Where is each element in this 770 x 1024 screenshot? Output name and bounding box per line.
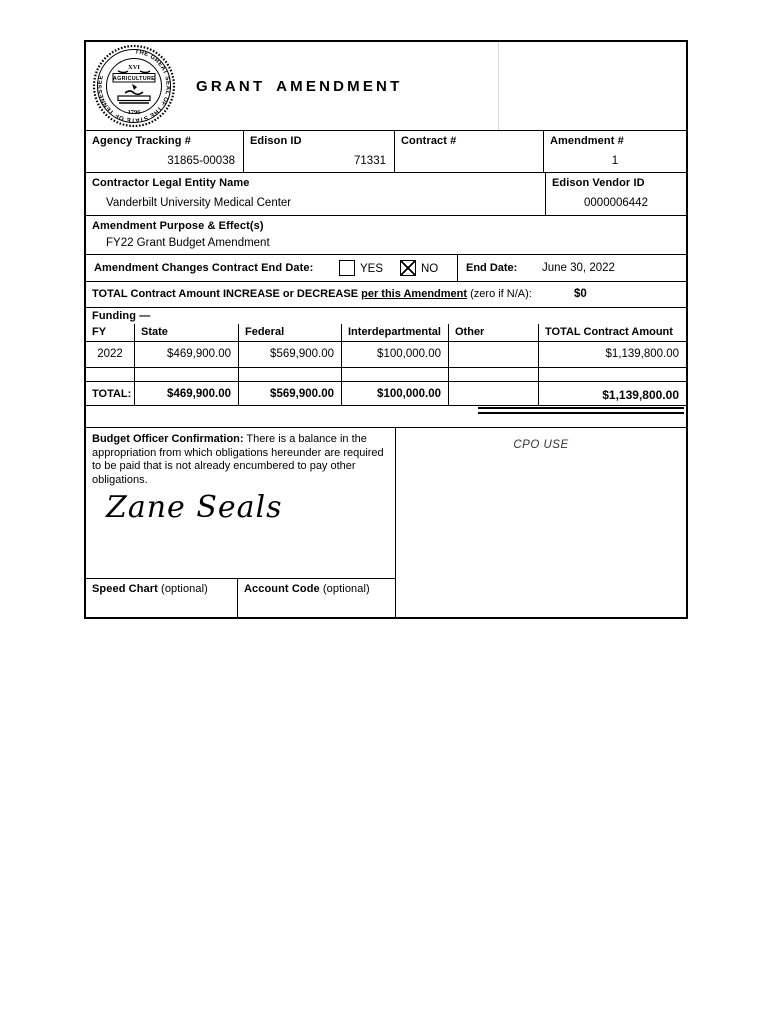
- budget-officer-column: Budget Officer Confirmation: There is a …: [86, 428, 395, 617]
- speed-chart-optional-note: (optional): [157, 583, 208, 595]
- account-code-cell[interactable]: Account Code (optional): [237, 579, 395, 617]
- contractor-label: Contractor Legal Entity Name: [92, 177, 250, 189]
- funding-col-federal: Federal: [238, 324, 341, 341]
- contractor-value[interactable]: Vanderbilt University Medical Center: [106, 197, 292, 209]
- contractor-cell: Contractor Legal Entity Name Vanderbilt …: [86, 173, 545, 215]
- scan-artifact-line: [498, 42, 499, 130]
- edison-id-value[interactable]: 71331: [354, 155, 386, 167]
- end-date-question-cell: Amendment Changes Contract End Date: YES…: [86, 255, 457, 281]
- contract-number-cell: Contract #: [394, 131, 543, 172]
- agency-tracking-cell: Agency Tracking # 31865-00038: [86, 131, 243, 172]
- yes-checkbox[interactable]: [339, 260, 355, 276]
- spacer-strip: [86, 405, 686, 427]
- edison-id-cell: Edison ID 71331: [243, 131, 394, 172]
- total-change-label-bold: TOTAL Contract Amount INCREASE or DECREA…: [92, 288, 362, 300]
- funding-table-header: FY State Federal Interdepartmental Other…: [86, 324, 686, 341]
- funding-row-2022: 2022 $469,900.00 $569,900.00 $100,000.00…: [86, 341, 686, 367]
- edison-vendor-value[interactable]: 0000006442: [584, 197, 648, 209]
- total-change-row: TOTAL Contract Amount INCREASE or DECREA…: [86, 281, 686, 307]
- funding-row-empty: [86, 367, 686, 381]
- speed-chart-cell[interactable]: Speed Chart (optional): [86, 579, 237, 617]
- tennessee-state-seal-icon: THE GREAT SEAL OF THE STATE OF TENNESSEE…: [92, 44, 176, 128]
- end-date-question-label: Amendment Changes Contract End Date:: [94, 262, 314, 274]
- signature-section: Budget Officer Confirmation: There is a …: [86, 427, 686, 617]
- cpo-use-cell: CPO USE: [395, 428, 686, 617]
- funding-total-federal: $569,900.00: [238, 382, 341, 405]
- amendment-number-cell: Amendment # 1: [543, 131, 686, 172]
- funding-total-amount: $1,139,800.00: [538, 382, 686, 405]
- no-checkbox-label: NO: [421, 263, 439, 275]
- funding-2022-state[interactable]: $469,900.00: [134, 342, 238, 367]
- funding-col-other: Other: [448, 324, 538, 341]
- agency-tracking-label: Agency Tracking #: [92, 135, 191, 147]
- end-date-label: End Date:: [466, 262, 518, 274]
- funding-empty-fy[interactable]: [86, 368, 134, 381]
- account-code-optional-note: (optional): [319, 583, 370, 595]
- funding-col-fy: FY: [92, 326, 107, 338]
- budget-officer-confirmation-label: Budget Officer Confirmation:: [92, 433, 244, 445]
- id-fields-row: Agency Tracking # 31865-00038 Edison ID …: [86, 130, 686, 172]
- funding-total-state: $469,900.00: [134, 382, 238, 405]
- agency-tracking-value[interactable]: 31865-00038: [167, 155, 235, 167]
- funding-2022-federal[interactable]: $569,900.00: [238, 342, 341, 367]
- purpose-row: Amendment Purpose & Effect(s) FY22 Grant…: [86, 215, 686, 254]
- total-change-label-note: (zero if N/A):: [467, 288, 532, 300]
- funding-2022-interdepartmental[interactable]: $100,000.00: [341, 342, 448, 367]
- funding-total-label: TOTAL:: [92, 388, 132, 400]
- purpose-label: Amendment Purpose & Effect(s): [92, 220, 264, 232]
- budget-officer-signature[interactable]: Zane Seals: [106, 490, 283, 525]
- account-code-label: Account Code (optional): [244, 583, 370, 595]
- total-change-label-underlined: per this Amendment: [361, 288, 468, 300]
- form-title: GRANT AMENDMENT: [196, 77, 403, 95]
- funding-2022-total[interactable]: $1,139,800.00: [538, 342, 686, 367]
- funding-col-interdepartmental: Interdepartmental: [341, 324, 448, 341]
- double-underline: [478, 407, 684, 414]
- contractor-row: Contractor Legal Entity Name Vanderbilt …: [86, 172, 686, 215]
- funding-row-total: TOTAL: $469,900.00 $569,900.00 $100,000.…: [86, 381, 686, 405]
- funding-total-interdepartmental: $100,000.00: [341, 382, 448, 405]
- contract-number-label: Contract #: [401, 135, 457, 147]
- funding-empty-federal[interactable]: [238, 368, 341, 381]
- codes-row: Speed Chart (optional) Account Code (opt…: [86, 578, 395, 617]
- total-change-value[interactable]: $0: [574, 288, 587, 300]
- no-checkbox[interactable]: [400, 260, 416, 276]
- funding-empty-state[interactable]: [134, 368, 238, 381]
- edison-id-label: Edison ID: [250, 135, 302, 147]
- cpo-use-label: CPO USE: [513, 439, 569, 451]
- amendment-number-value[interactable]: 1: [611, 155, 619, 167]
- funding-empty-interdepartmental[interactable]: [341, 368, 448, 381]
- form-header: THE GREAT SEAL OF THE STATE OF TENNESSEE…: [86, 42, 686, 130]
- seal-year: 1796: [128, 109, 142, 116]
- speed-chart-label: Speed Chart (optional): [92, 583, 208, 595]
- funding-total-other: [448, 382, 538, 405]
- end-date-cell: End Date: June 30, 2022: [457, 255, 686, 281]
- funding-col-state: State: [134, 324, 238, 341]
- seal-banner-text: AGRICULTURE: [113, 76, 155, 82]
- funding-2022-fy[interactable]: 2022: [97, 348, 123, 360]
- amendment-number-label: Amendment #: [550, 135, 624, 147]
- edison-vendor-cell: Edison Vendor ID 0000006442: [545, 173, 686, 215]
- funding-section-label-row: Funding —: [86, 307, 686, 324]
- funding-empty-other[interactable]: [448, 368, 538, 381]
- purpose-value[interactable]: FY22 Grant Budget Amendment: [106, 237, 270, 249]
- funding-2022-other[interactable]: [448, 342, 538, 367]
- edison-vendor-label: Edison Vendor ID: [552, 177, 645, 189]
- total-change-label: TOTAL Contract Amount INCREASE or DECREA…: [86, 282, 686, 300]
- yes-checkbox-label: YES: [360, 263, 384, 275]
- seal-roman-numeral: XVI: [128, 64, 140, 71]
- funding-section-label: Funding —: [92, 310, 151, 322]
- budget-officer-confirmation-text: There is a balance in the appropriation …: [92, 433, 384, 486]
- end-date-value[interactable]: June 30, 2022: [542, 262, 615, 274]
- end-date-change-row: Amendment Changes Contract End Date: YES…: [86, 254, 686, 281]
- funding-empty-total[interactable]: [538, 368, 686, 381]
- grant-amendment-form: THE GREAT SEAL OF THE STATE OF TENNESSEE…: [84, 40, 688, 619]
- funding-col-total: TOTAL Contract Amount: [538, 324, 686, 341]
- budget-officer-confirmation: Budget Officer Confirmation: There is a …: [86, 428, 395, 578]
